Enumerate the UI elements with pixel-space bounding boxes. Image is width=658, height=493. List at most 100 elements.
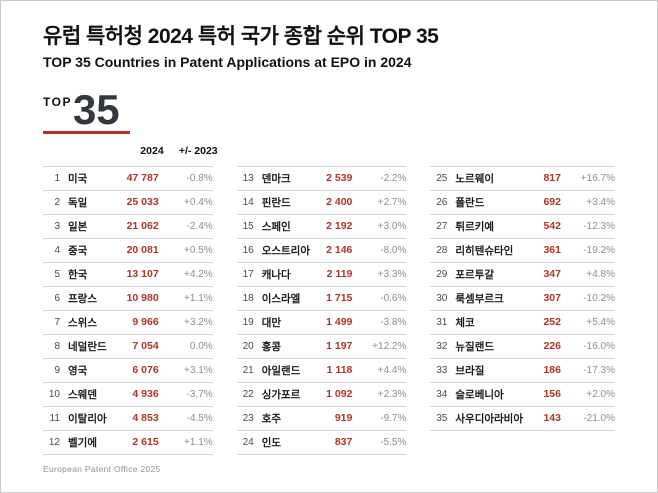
country-cell: 인도 (261, 436, 282, 449)
rank-cell: 32 (436, 340, 448, 352)
applications-cell: 361 (543, 244, 561, 257)
rank-cell: 10 (48, 388, 60, 400)
table-row: 22 싱가포르 1 092 +2.3% (236, 383, 407, 407)
rank-cell: 33 (436, 364, 448, 376)
country-cell: 미국 (68, 172, 88, 185)
country-cell: 중국 (68, 244, 88, 257)
rank-cell: 15 (242, 220, 254, 232)
country-cell: 사우디아라비아 (455, 412, 523, 425)
country-cell: 슬로베니아 (455, 388, 504, 401)
table-row: 27 튀르키예 542 -12.3% (430, 215, 615, 239)
change-cell: +16.7% (580, 172, 615, 184)
country-cell: 싱가포르 (261, 388, 301, 401)
applications-cell: 542 (543, 220, 561, 233)
country-cell: 튀르키예 (455, 220, 495, 233)
applications-cell: 143 (543, 412, 561, 425)
applications-cell: 837 (334, 436, 353, 449)
rank-cell: 31 (436, 316, 448, 328)
change-cell: +3.4% (586, 196, 615, 208)
country-cell: 스페인 (261, 220, 291, 233)
change-cell: +3.1% (184, 364, 213, 376)
country-cell: 스웨덴 (68, 388, 97, 401)
country-cell: 폴란드 (455, 196, 485, 209)
table-row: 8 네덜란드 7 054 0.0% (43, 335, 213, 359)
applications-cell: 1 092 (326, 388, 353, 401)
top35-logo-prefix: TOP (43, 94, 72, 109)
applications-cell: 347 (543, 268, 561, 281)
rank-cell: 14 (242, 196, 254, 208)
table-row: 16 오스트리아 2 146 -8.0% (236, 239, 407, 263)
change-cell: -12.3% (583, 220, 615, 232)
change-cell: -3.8% (380, 316, 407, 328)
rank-cell: 34 (436, 388, 448, 400)
country-cell: 덴마크 (261, 172, 291, 185)
applications-cell: 2 539 (326, 172, 353, 185)
change-cell: -5.5% (380, 436, 407, 448)
applications-cell: 13 107 (126, 268, 159, 281)
rank-cell: 19 (242, 316, 254, 328)
change-cell: +1.1% (184, 436, 213, 448)
change-cell: +12.2% (372, 340, 407, 352)
change-cell: +0.4% (184, 196, 213, 208)
table-row: 20 홍콩 1 197 +12.2% (236, 335, 407, 359)
change-cell: 0.0% (189, 340, 213, 352)
table-row: 25 노르웨이 817 +16.7% (430, 167, 615, 191)
rank-cell: 26 (436, 196, 448, 208)
change-cell: -3.7% (186, 388, 213, 400)
applications-cell: 186 (543, 364, 561, 377)
change-cell: +4.8% (586, 268, 615, 280)
change-cell: -16.0% (583, 340, 615, 352)
change-cell: -4.5% (186, 412, 213, 424)
change-cell: +3.3% (377, 268, 407, 280)
change-cell: +0.5% (184, 244, 213, 256)
country-cell: 브라질 (455, 364, 485, 377)
page-subtitle: TOP 35 Countries in Patent Applications … (43, 54, 412, 71)
ranking-column-3: 25 노르웨이 817 +16.7% 26 폴란드 692 +3.4% 27 튀르키예 542 -12… (430, 165, 615, 455)
table-row: 1 미국 47 787 -0.8% (43, 167, 213, 191)
country-cell: 영국 (68, 364, 88, 377)
table-row: 4 중국 20 081 +0.5% (43, 239, 213, 263)
applications-cell: 226 (543, 340, 561, 353)
country-cell: 노르웨이 (455, 172, 495, 185)
applications-cell: 1 197 (326, 340, 353, 353)
country-cell: 스위스 (68, 316, 97, 329)
table-row: 19 대만 1 499 -3.8% (236, 311, 407, 335)
applications-cell: 307 (543, 292, 561, 305)
change-cell: +4.4% (377, 364, 407, 376)
table-row: 18 이스라엘 1 715 -0.6% (236, 287, 407, 311)
rank-cell: 9 (54, 364, 60, 376)
country-cell: 포르투갈 (455, 268, 495, 281)
change-cell: +3.2% (184, 316, 213, 328)
change-cell: -17.3% (583, 364, 615, 376)
country-cell: 한국 (68, 268, 88, 281)
rank-cell: 30 (436, 292, 448, 304)
rank-cell: 27 (436, 220, 448, 232)
table-row: 12 벨기에 2 615 +1.1% (43, 431, 213, 455)
rank-cell: 20 (242, 340, 254, 352)
change-cell: -2.4% (186, 220, 213, 232)
country-cell: 이스라엘 (261, 292, 301, 305)
table-row: 5 한국 13 107 +4.2% (43, 263, 213, 287)
country-cell: 일본 (68, 220, 88, 233)
country-cell: 독일 (68, 196, 88, 209)
country-cell: 프랑스 (68, 292, 97, 305)
change-cell: +1.1% (184, 292, 213, 304)
country-cell: 벨기에 (68, 436, 97, 449)
change-cell: -8.0% (380, 244, 407, 256)
table-row: 29 포르투갈 347 +4.8% (430, 263, 615, 287)
table-row: 23 호주 919 -9.7% (236, 407, 407, 431)
ranking-column-1: 1 미국 47 787 -0.8% 2 독일 25 033 +0.4% 3 일본 21 062 -2.… (43, 165, 213, 455)
applications-cell: 1 499 (326, 316, 353, 329)
applications-cell: 21 062 (126, 220, 159, 233)
change-cell: +4.2% (184, 268, 213, 280)
rank-cell: 35 (436, 412, 448, 424)
country-cell: 이탈리아 (68, 412, 107, 425)
rank-cell: 3 (54, 220, 60, 232)
rank-cell: 23 (242, 412, 254, 424)
change-cell: -21.0% (583, 412, 615, 424)
change-cell: -0.6% (380, 292, 407, 304)
top35-logo-number: 35 (72, 85, 120, 133)
rank-cell: 8 (54, 340, 60, 352)
table-row: 15 스페인 2 192 +3.0% (236, 215, 407, 239)
